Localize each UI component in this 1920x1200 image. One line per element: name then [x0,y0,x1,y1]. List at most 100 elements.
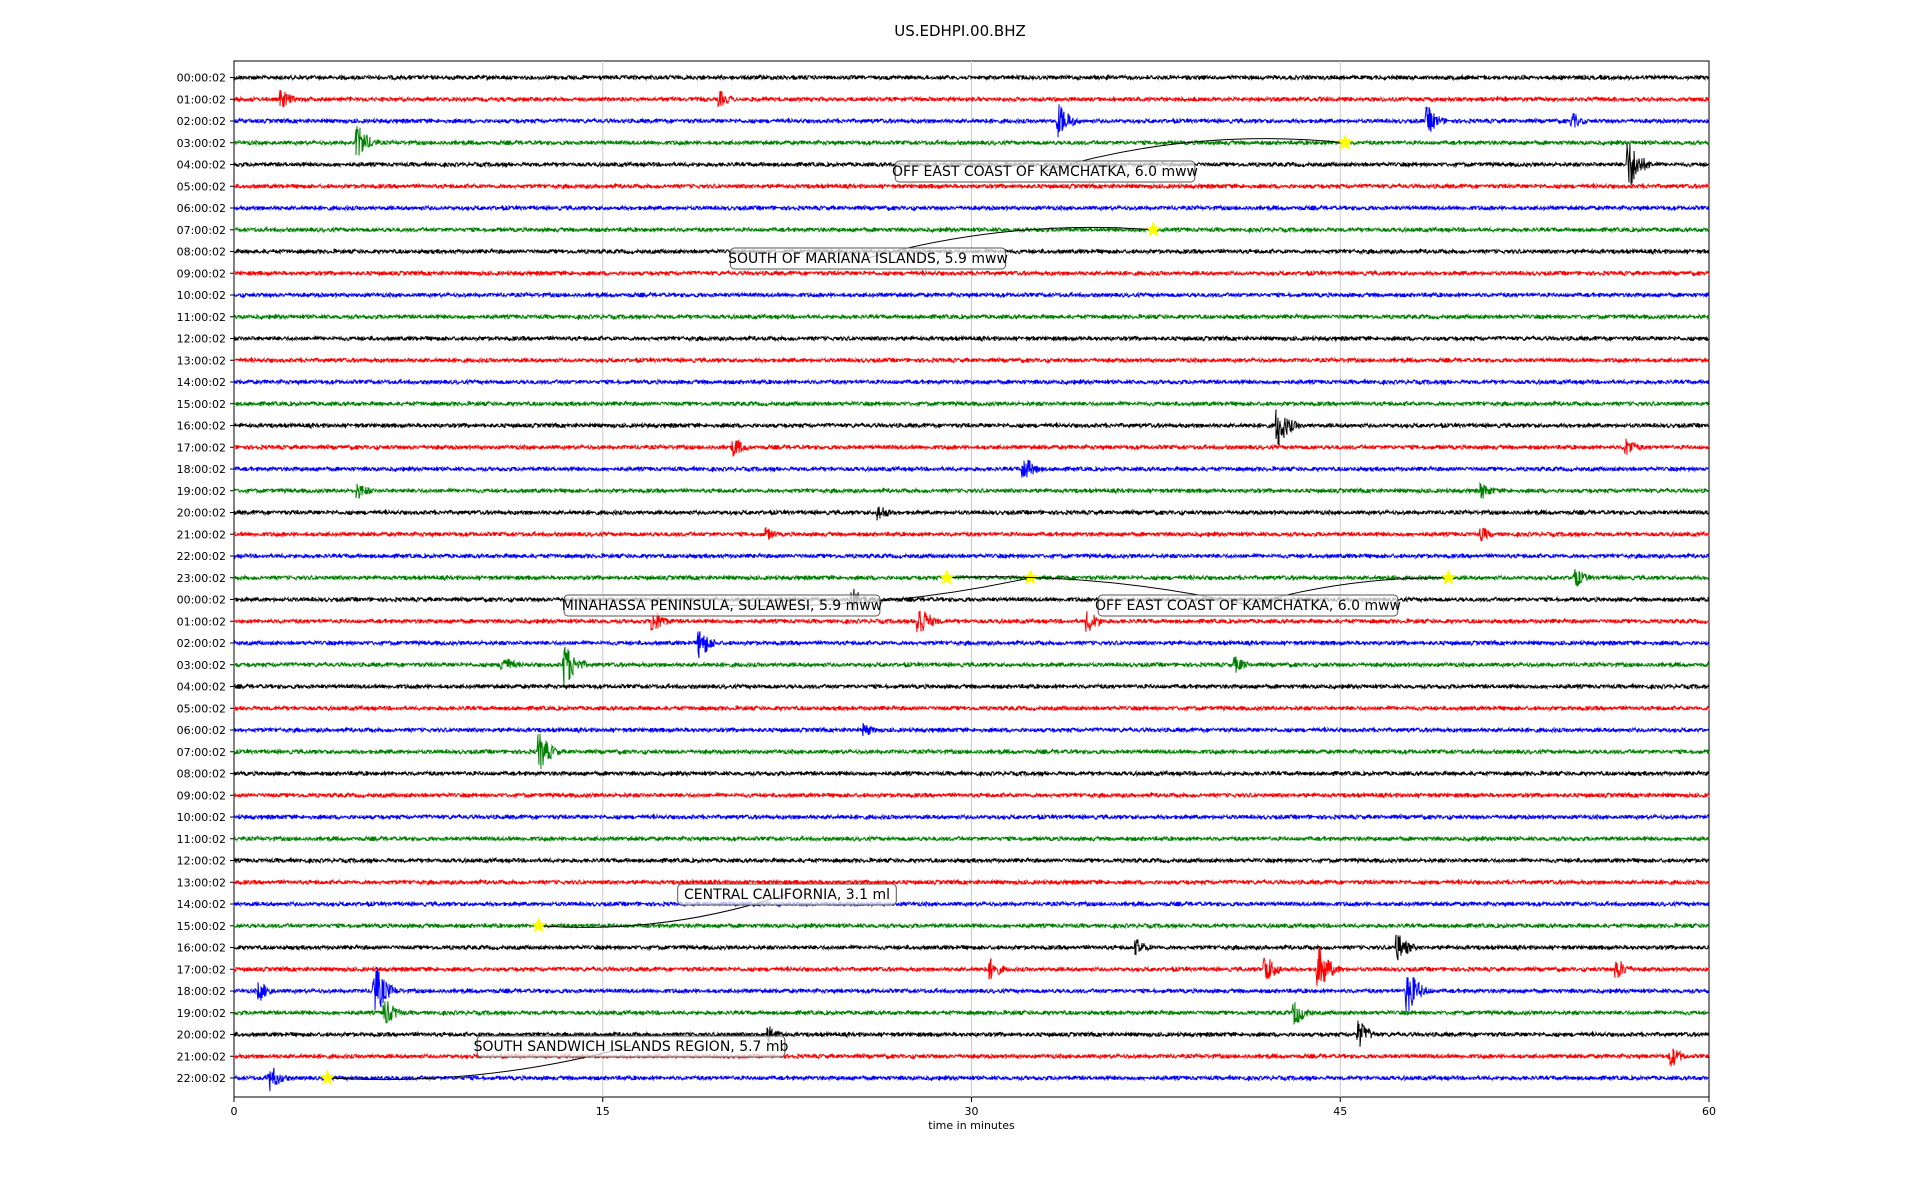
trace-46 [233,1067,1710,1092]
trace-29 [233,704,1710,713]
event-label-box [563,594,881,617]
y-tick-label: 13:00:02 [177,354,226,367]
y-tick-label: 02:00:02 [177,637,226,650]
y-tick-label: 19:00:02 [177,1007,226,1020]
trace-35 [233,834,1710,843]
trace-21 [233,527,1710,542]
trace-28 [233,682,1710,691]
trace-32 [233,769,1710,778]
trace-31 [233,733,1710,770]
event-label: OFF EAST COAST OF KAMCHATKA, 6.0 mww [1095,598,1401,614]
trace-20 [233,506,1710,521]
y-tick-label: 22:00:02 [177,1072,226,1085]
trace-42 [233,966,1710,1012]
y-tick-label: 17:00:02 [177,963,226,976]
trace-30 [233,723,1710,737]
trace-40 [233,934,1710,961]
trace-3 [233,126,1710,156]
trace-37 [233,878,1710,887]
event-label: SOUTH SANDWICH ISLANDS REGION, 5.7 mb [474,1039,789,1055]
event-label: CENTRAL CALIFORNIA, 3.1 ml [684,887,890,903]
y-tick-label: 20:00:02 [177,507,226,520]
event-label: SOUTH OF MARIANA ISLANDS, 5.9 mww [728,251,1008,267]
trace-33 [233,791,1710,800]
y-tick-label: 15:00:02 [177,398,226,411]
y-tick-label: 02:00:02 [177,115,226,128]
y-tick-label: 21:00:02 [177,1050,226,1063]
trace-5 [233,182,1710,191]
x-tick-label: 30 [965,1105,979,1118]
trace-38 [233,900,1710,908]
y-tick-label: 16:00:02 [177,420,226,433]
y-tick-label: 20:00:02 [177,1029,226,1042]
y-tick-label: 00:00:02 [177,594,226,607]
y-tick-label: 04:00:02 [177,681,226,694]
trace-13 [233,356,1710,365]
trace-14 [233,378,1710,386]
trace-17 [233,438,1710,457]
trace-16 [233,409,1710,445]
trace-0 [233,73,1710,82]
y-tick-label: 08:00:02 [177,768,226,781]
y-tick-label: 12:00:02 [177,333,226,346]
trace-41 [233,946,1710,987]
event-star-icon [1336,134,1354,150]
x-tick-label: 0 [231,1105,238,1118]
event-star-icon [1440,569,1457,585]
y-tick-label: 17:00:02 [177,441,226,454]
y-tick-label: 13:00:02 [177,876,226,889]
y-tick-label: 22:00:02 [177,550,226,563]
trace-22 [233,552,1710,560]
event-label-box [476,1035,786,1058]
y-tick-label: 09:00:02 [177,267,226,280]
trace-9 [233,269,1710,278]
y-tick-label: 08:00:02 [177,246,226,259]
y-tick-label: 19:00:02 [177,485,226,498]
y-tick-label: 05:00:02 [177,702,226,715]
trace-39 [233,921,1710,930]
x-tick-label: 15 [596,1105,610,1118]
x-tick-label: 45 [1333,1105,1347,1118]
trace-44 [233,1020,1710,1047]
trace-2 [233,104,1710,138]
y-tick-label: 21:00:02 [177,528,226,541]
y-tick-label: 14:00:02 [177,898,226,911]
y-tick-label: 06:00:02 [177,724,226,737]
event-label-box [894,160,1196,183]
trace-24 [233,588,1710,612]
trace-10 [233,291,1710,299]
y-tick-label: 10:00:02 [177,811,226,824]
x-axis-label: time in minutes [928,1119,1015,1132]
event-star-icon [938,569,956,585]
x-tick-label: 60 [1702,1105,1716,1118]
y-tick-label: 16:00:02 [177,942,226,955]
event-star-icon [319,1069,336,1086]
chart-title: US.EDHPI.00.BHZ [894,22,1026,40]
trace-36 [233,856,1710,865]
event-label-box [677,883,897,906]
y-tick-label: 18:00:02 [177,463,226,476]
y-tick-label: 18:00:02 [177,985,226,998]
y-tick-label: 01:00:02 [177,93,226,106]
trace-18 [233,459,1710,478]
y-tick-label: 03:00:02 [177,659,226,672]
trace-27 [233,646,1710,687]
y-tick-label: 07:00:02 [177,224,226,237]
y-tick-label: 14:00:02 [177,376,226,389]
trace-12 [233,334,1710,343]
event-star-icon [1145,221,1162,237]
event-label-box [729,247,1007,270]
trace-7 [233,225,1710,234]
event-label: OFF EAST COAST OF KAMCHATKA, 6.0 mww [892,164,1198,180]
y-tick-label: 10:00:02 [177,289,226,302]
event-star-icon [530,917,548,933]
y-tick-label: 11:00:02 [177,833,226,846]
trace-6 [233,204,1710,212]
y-tick-label: 09:00:02 [177,789,226,802]
trace-26 [233,631,1710,659]
y-tick-label: 11:00:02 [177,311,226,324]
trace-43 [233,1001,1710,1025]
trace-19 [233,481,1710,499]
y-tick-label: 23:00:02 [177,572,226,585]
